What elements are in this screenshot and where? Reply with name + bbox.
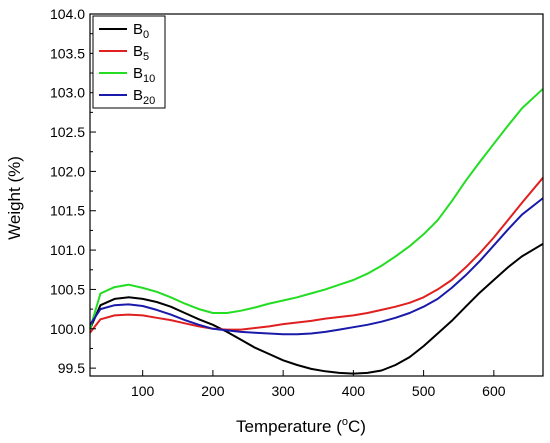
x-tick-label: 200	[201, 383, 225, 399]
y-tick-label: 101.5	[50, 203, 85, 219]
x-tick-label: 600	[482, 383, 506, 399]
legend-box	[92, 15, 166, 109]
y-tick-label: 104.0	[50, 6, 85, 22]
x-tick-label: 400	[342, 383, 366, 399]
series-line-b0	[89, 242, 544, 375]
y-tick-label: 100.5	[50, 281, 85, 297]
x-tick-label: 300	[271, 383, 295, 399]
y-tick-label: 103.5	[50, 45, 85, 61]
series-line-b10	[89, 88, 544, 330]
y-tick-label: 103.0	[50, 85, 85, 101]
series-line-b20	[89, 197, 544, 336]
x-tick-label: 500	[412, 383, 436, 399]
legend-label: B0	[133, 21, 149, 41]
y-tick-label: 102.0	[50, 163, 85, 179]
legend-label: B5	[133, 43, 149, 63]
y-tick-label: 100.0	[50, 321, 85, 337]
plot-frame	[89, 13, 544, 377]
y-tick-label: 101.0	[50, 242, 85, 258]
x-axis-title: Temperature (oC)	[236, 416, 366, 436]
series-line-b5	[89, 177, 544, 334]
y-tick-label: 99.5	[58, 360, 85, 376]
y-axis-title: Weight (%)	[5, 156, 24, 240]
legend-label: B10	[133, 65, 155, 85]
series-layer	[89, 88, 544, 375]
y-tick-label: 102.5	[50, 124, 85, 140]
x-tick-label: 100	[131, 383, 155, 399]
x-axis-title-superscript: o	[342, 416, 348, 428]
legend-label: B20	[133, 87, 155, 107]
axes-layer: 100 200 300 400 500 600 99.5 100.0 100.5 101.0 101…	[50, 6, 544, 399]
